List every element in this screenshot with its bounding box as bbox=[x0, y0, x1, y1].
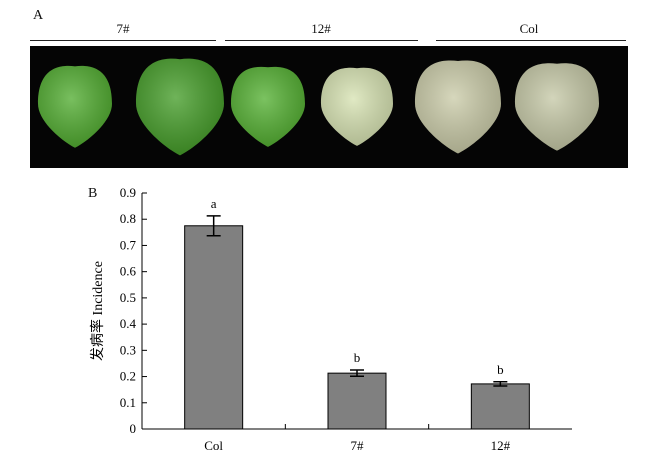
bar bbox=[184, 225, 244, 430]
group-label-col: Col bbox=[519, 21, 539, 36]
group-label-7: 7# bbox=[116, 21, 130, 36]
error-bar bbox=[206, 215, 221, 237]
y-axis-label: 发病率 Incidence bbox=[89, 261, 106, 361]
panel-a-label: A bbox=[33, 8, 44, 23]
leaf-shading-3 bbox=[231, 66, 305, 147]
error-bar bbox=[350, 369, 364, 378]
group-label-12: 12# bbox=[311, 21, 331, 36]
significance-label: b bbox=[354, 350, 361, 365]
significance-label: b bbox=[497, 362, 504, 377]
leaf-shading-1 bbox=[38, 65, 112, 148]
y-tick-label: 0.3 bbox=[120, 342, 136, 357]
y-tick-label: 0.5 bbox=[120, 290, 136, 305]
bar bbox=[470, 383, 530, 430]
leaf-shading-6 bbox=[515, 63, 599, 151]
y-tick-label: 0.8 bbox=[120, 211, 136, 226]
y-tick-label: 0.9 bbox=[120, 185, 136, 200]
leaf-shading-4 bbox=[321, 67, 393, 146]
leaf-shading-5 bbox=[415, 60, 501, 154]
y-tick-label: 0.4 bbox=[120, 316, 137, 331]
y-tick-label: 0.7 bbox=[120, 237, 137, 252]
leaf-photo-strip bbox=[30, 46, 628, 168]
leaf-shading-2 bbox=[136, 58, 224, 156]
x-tick-label: Col bbox=[204, 438, 223, 453]
group-line-7 bbox=[30, 40, 216, 41]
error-bar bbox=[493, 381, 508, 387]
group-line-12 bbox=[225, 40, 418, 41]
y-tick-label: 0 bbox=[130, 421, 137, 436]
panel-b-label: B bbox=[88, 186, 98, 201]
y-tick-label: 0.1 bbox=[120, 395, 136, 410]
bar bbox=[327, 372, 387, 430]
y-tick-label: 0.6 bbox=[120, 264, 137, 279]
x-tick-label: 7# bbox=[351, 438, 365, 453]
significance-label: a bbox=[211, 196, 217, 211]
incidence-bar-chart: 0 0.1 0.2 0.3 0.4 0.5 0.6 0.7 0.8 0.9 a Col b 7# b 12#… bbox=[89, 185, 572, 453]
y-tick-label: 0.2 bbox=[120, 369, 136, 384]
group-line-col bbox=[436, 40, 626, 41]
x-tick-label: 12# bbox=[491, 438, 511, 453]
